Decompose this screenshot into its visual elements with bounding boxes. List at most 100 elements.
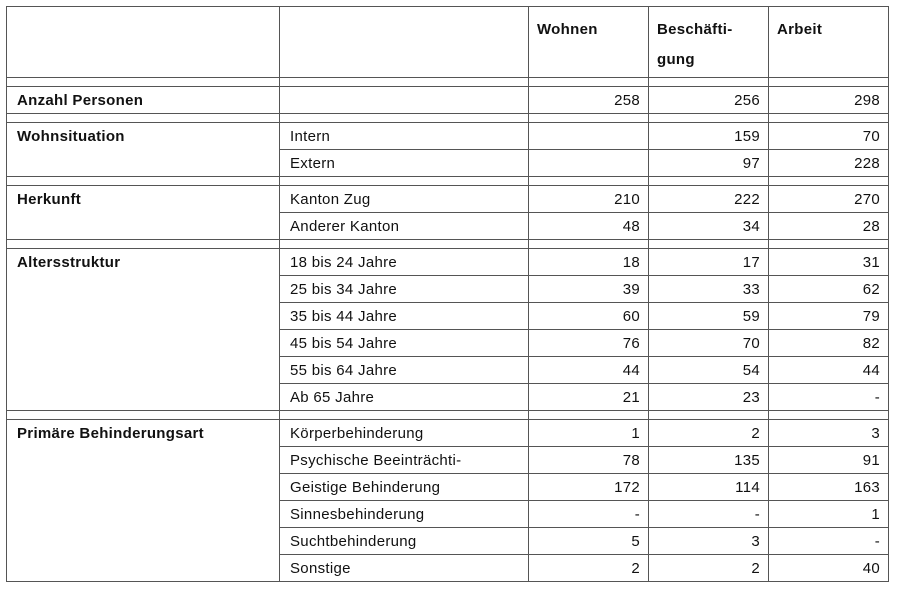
row-label [279, 86, 529, 114]
cell-wohnen: 5 [528, 527, 649, 555]
cell-arbeit: - [768, 527, 889, 555]
cell-wohnen: 21 [528, 383, 649, 411]
table-row: Anderer Kanton 48 34 28 [6, 212, 889, 240]
spacer-cell [648, 113, 769, 123]
spacer-cell [279, 113, 529, 123]
cell-wohnen [528, 149, 649, 177]
row-label: Suchtbehinderung [279, 527, 529, 555]
cell-arbeit: 298 [768, 86, 889, 114]
cell-beschaeftigung: 222 [648, 185, 769, 213]
spacer-row [6, 410, 889, 420]
cell-wohnen: 48 [528, 212, 649, 240]
row-label: Psychische Beeinträchti- [279, 446, 529, 474]
cell-arbeit: 44 [768, 356, 889, 384]
cell-arbeit: 3 [768, 419, 889, 447]
section-title-continuation [6, 302, 280, 330]
cell-arbeit: - [768, 383, 889, 411]
spacer-cell [6, 77, 280, 87]
cell-wohnen: 44 [528, 356, 649, 384]
spacer-row [6, 176, 889, 186]
section-title: Anzahl Personen [6, 86, 280, 114]
cell-wohnen: 210 [528, 185, 649, 213]
cell-beschaeftigung: 54 [648, 356, 769, 384]
section-title-continuation [6, 446, 280, 474]
cell-beschaeftigung: 97 [648, 149, 769, 177]
spacer-cell [6, 176, 280, 186]
spacer-cell [648, 77, 769, 87]
table-row: Wohnsituation Intern 159 70 [6, 122, 889, 150]
table-row: Herkunft Kanton Zug 210 222 270 [6, 185, 889, 213]
cell-wohnen: - [528, 500, 649, 528]
cell-beschaeftigung: 114 [648, 473, 769, 501]
cell-arbeit: 1 [768, 500, 889, 528]
table-body: Wohnen Beschäfti-gung Arbeit Anzahl Pers… [6, 6, 889, 582]
cell-beschaeftigung: 23 [648, 383, 769, 411]
cell-beschaeftigung: 256 [648, 86, 769, 114]
section-title-continuation [6, 212, 280, 240]
header-empty-cell [279, 6, 529, 78]
spacer-cell [6, 410, 280, 420]
table-row: Primäre Behinderungsart Körperbehinderung… [6, 419, 889, 447]
table-row: Ab 65 Jahre 21 23- [6, 383, 889, 411]
cell-beschaeftigung: 2 [648, 419, 769, 447]
section-title-continuation [6, 275, 280, 303]
row-label: 35 bis 44 Jahre [279, 302, 529, 330]
header-empty-cell [6, 6, 280, 78]
spacer-cell [768, 113, 889, 123]
row-label: Sinnesbehinderung [279, 500, 529, 528]
cell-beschaeftigung: 17 [648, 248, 769, 276]
spacer-cell [648, 176, 769, 186]
statistics-table: Wohnen Beschäfti-gung Arbeit Anzahl Pers… [6, 6, 889, 582]
spacer-cell [768, 176, 889, 186]
spacer-row [6, 113, 889, 123]
cell-arbeit: 40 [768, 554, 889, 582]
section-title-continuation [6, 500, 280, 528]
row-label: Intern [279, 122, 529, 150]
cell-wohnen [528, 122, 649, 150]
spacer-cell [279, 77, 529, 87]
cell-beschaeftigung: 33 [648, 275, 769, 303]
cell-wohnen: 2 [528, 554, 649, 582]
table-row: Suchtbehinderung 5 3- [6, 527, 889, 555]
cell-beschaeftigung: 59 [648, 302, 769, 330]
cell-wohnen: 60 [528, 302, 649, 330]
section-title-continuation [6, 527, 280, 555]
table-row: Geistige Behinderung 172 114 163 [6, 473, 889, 501]
spacer-cell [648, 239, 769, 249]
spacer-cell [768, 410, 889, 420]
table-row: Altersstruktur 18 bis 24 Jahre 18 17 31 [6, 248, 889, 276]
table-row: Anzahl Personen 258 256 298 [6, 86, 889, 114]
table-row: Sonstige 2 2 40 [6, 554, 889, 582]
header-beschaeftigung-line2: gung [657, 51, 695, 68]
section-title: Herkunft [6, 185, 280, 213]
section-title-continuation [6, 554, 280, 582]
row-label: 45 bis 54 Jahre [279, 329, 529, 357]
row-label: 18 bis 24 Jahre [279, 248, 529, 276]
table-row: 25 bis 34 Jahre 39 33 62 [6, 275, 889, 303]
table-row: Sinnesbehinderung - -1 [6, 500, 889, 528]
spacer-row [6, 77, 889, 87]
header-beschaeftigung-line1: Beschäfti- [657, 21, 733, 38]
section-title: Altersstruktur [6, 248, 280, 276]
cell-arbeit: 70 [768, 122, 889, 150]
cell-wohnen: 258 [528, 86, 649, 114]
row-label: Ab 65 Jahre [279, 383, 529, 411]
section-title: Wohnsituation [6, 122, 280, 150]
row-label: Sonstige [279, 554, 529, 582]
cell-arbeit: 228 [768, 149, 889, 177]
cell-arbeit: 82 [768, 329, 889, 357]
row-label: Körperbehinderung [279, 419, 529, 447]
spacer-row [6, 239, 889, 249]
cell-wohnen: 39 [528, 275, 649, 303]
row-label: 25 bis 34 Jahre [279, 275, 529, 303]
spacer-cell [528, 410, 649, 420]
cell-beschaeftigung: 2 [648, 554, 769, 582]
spacer-cell [768, 239, 889, 249]
row-label: Geistige Behinderung [279, 473, 529, 501]
section-title-continuation [6, 473, 280, 501]
section-title-continuation [6, 149, 280, 177]
section-title-continuation [6, 356, 280, 384]
cell-arbeit: 79 [768, 302, 889, 330]
spacer-cell [279, 176, 529, 186]
cell-beschaeftigung: 3 [648, 527, 769, 555]
